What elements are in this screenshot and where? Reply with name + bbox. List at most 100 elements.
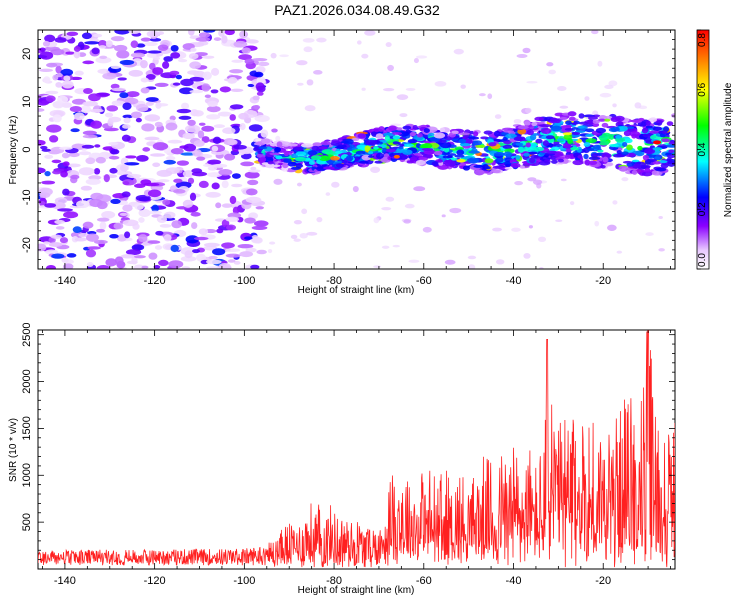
spectrogram-cell (153, 265, 161, 269)
spectrogram-cell (233, 260, 241, 265)
spectrogram-cell (181, 102, 190, 110)
spectrogram-cell (182, 170, 195, 178)
spectrogram-cell (523, 152, 530, 157)
spectrogram-cell (269, 142, 278, 147)
spectrogram-cell (145, 73, 156, 80)
spectrogram-cell (351, 137, 360, 142)
spectrogram-cell (569, 201, 575, 206)
spectrogram-cell (402, 149, 413, 155)
spectrogram-cell (55, 81, 63, 88)
spectrogram-cell (138, 217, 145, 223)
spectrogram-cell (202, 71, 212, 80)
spectrogram-cell (212, 136, 222, 144)
spectrogram-cell (658, 248, 665, 252)
spectrogram-cell (658, 216, 663, 220)
spectrogram-cell (119, 212, 128, 217)
spectrogram-cell (182, 132, 195, 140)
spectrogram-cell (392, 141, 400, 145)
spectrogram-cell (666, 121, 674, 126)
spectrogram-cell (454, 146, 464, 151)
spectrogram-cell (588, 160, 598, 166)
spectrogram-cell (358, 160, 369, 164)
spectrogram-x-tick-label: -60 (416, 275, 432, 287)
spectrogram-cell (111, 87, 126, 92)
spectrogram-cell (572, 159, 584, 166)
spectrogram-cell (385, 196, 395, 202)
spectrogram-cell (540, 127, 552, 134)
colorbar-tick-label: 0.2 (697, 202, 708, 216)
spectrogram-cell (219, 86, 231, 93)
spectrogram-cell (54, 37, 67, 43)
spectrogram-cell (275, 135, 281, 142)
spectrogram-cell (254, 115, 270, 123)
spectrogram-cell (604, 118, 611, 122)
spectrogram-cell (52, 114, 62, 123)
spectrogram-cell (385, 148, 396, 153)
spectrogram-cell (122, 124, 131, 129)
spectrogram-cell (558, 117, 568, 120)
spectrogram-cell (130, 40, 139, 49)
spectrogram-cell (442, 155, 454, 159)
spectrogram-cell (295, 151, 307, 157)
spectrogram-cell (232, 206, 240, 215)
spectrogram-cell (128, 69, 144, 77)
spectrogram-cell (583, 142, 591, 147)
spectrogram-cell (256, 91, 264, 96)
spectrogram-cell (229, 104, 244, 110)
spectrogram-y-tick-label: -20 (21, 237, 33, 253)
spectrogram-cell (305, 157, 311, 161)
spectrogram-cell (191, 168, 203, 174)
spectrogram-cell (126, 91, 140, 98)
spectrogram-cell (535, 138, 543, 144)
spectrogram-cell (365, 139, 378, 146)
spectrogram-cell (621, 177, 629, 182)
spectrogram-cell (147, 240, 161, 244)
spectrogram-cell (316, 37, 327, 43)
spectrogram-cell (538, 160, 551, 166)
spectrogram-cell (239, 30, 249, 39)
spectrogram-cell (56, 73, 63, 78)
spectrogram-cell (522, 47, 531, 54)
spectrogram-cell (90, 192, 104, 201)
spectrogram-cell (513, 118, 522, 124)
spectrogram-cell (204, 94, 212, 99)
spectrogram-cell (637, 145, 643, 151)
spectrogram-cell (538, 236, 547, 243)
spectrogram-cell (221, 203, 233, 208)
spectrogram-cell (239, 251, 254, 258)
spectrogram-cell (231, 173, 241, 179)
spectrogram-cell (110, 198, 121, 205)
spectrogram-cell (125, 155, 137, 159)
spectrogram-cell (458, 138, 467, 144)
spectrogram-cell (54, 197, 68, 204)
spectrogram-cell (110, 36, 125, 42)
colorbar-ticks: 0.0 0.2 0.4 0.6 0.8 (697, 29, 708, 270)
spectrogram-cell (231, 59, 244, 63)
snr-y-tick-label: 2000 (21, 369, 33, 393)
spectrogram-cell (668, 141, 675, 145)
spectrogram-cell (433, 132, 446, 139)
spectrogram-cell (631, 119, 643, 124)
spectrogram-cell (346, 155, 354, 162)
spectrogram-cell (475, 144, 486, 148)
spectrogram-cell (444, 259, 456, 265)
spectrogram-cell (221, 219, 230, 228)
spectrogram-cell (152, 142, 169, 151)
spectrogram-cell (50, 48, 65, 56)
spectrogram-cell (46, 62, 58, 68)
spectrogram-cell (225, 216, 240, 222)
spectrogram-cell (450, 160, 456, 167)
spectrogram-cell (388, 125, 397, 131)
spectrogram-cell (78, 167, 95, 176)
spectrogram-cell (502, 144, 513, 149)
spectrogram-cell (517, 146, 525, 153)
spectrogram-cell (170, 244, 179, 253)
spectrogram-cell (38, 167, 46, 174)
spectrogram-cell (244, 58, 255, 65)
spectrogram-cell (259, 156, 267, 163)
spectrogram-cell (397, 154, 409, 160)
spectrogram-cell (96, 217, 110, 222)
spectrogram-cell (51, 253, 65, 259)
spectrogram-cell (283, 158, 292, 163)
spectrogram-cell (91, 47, 100, 55)
